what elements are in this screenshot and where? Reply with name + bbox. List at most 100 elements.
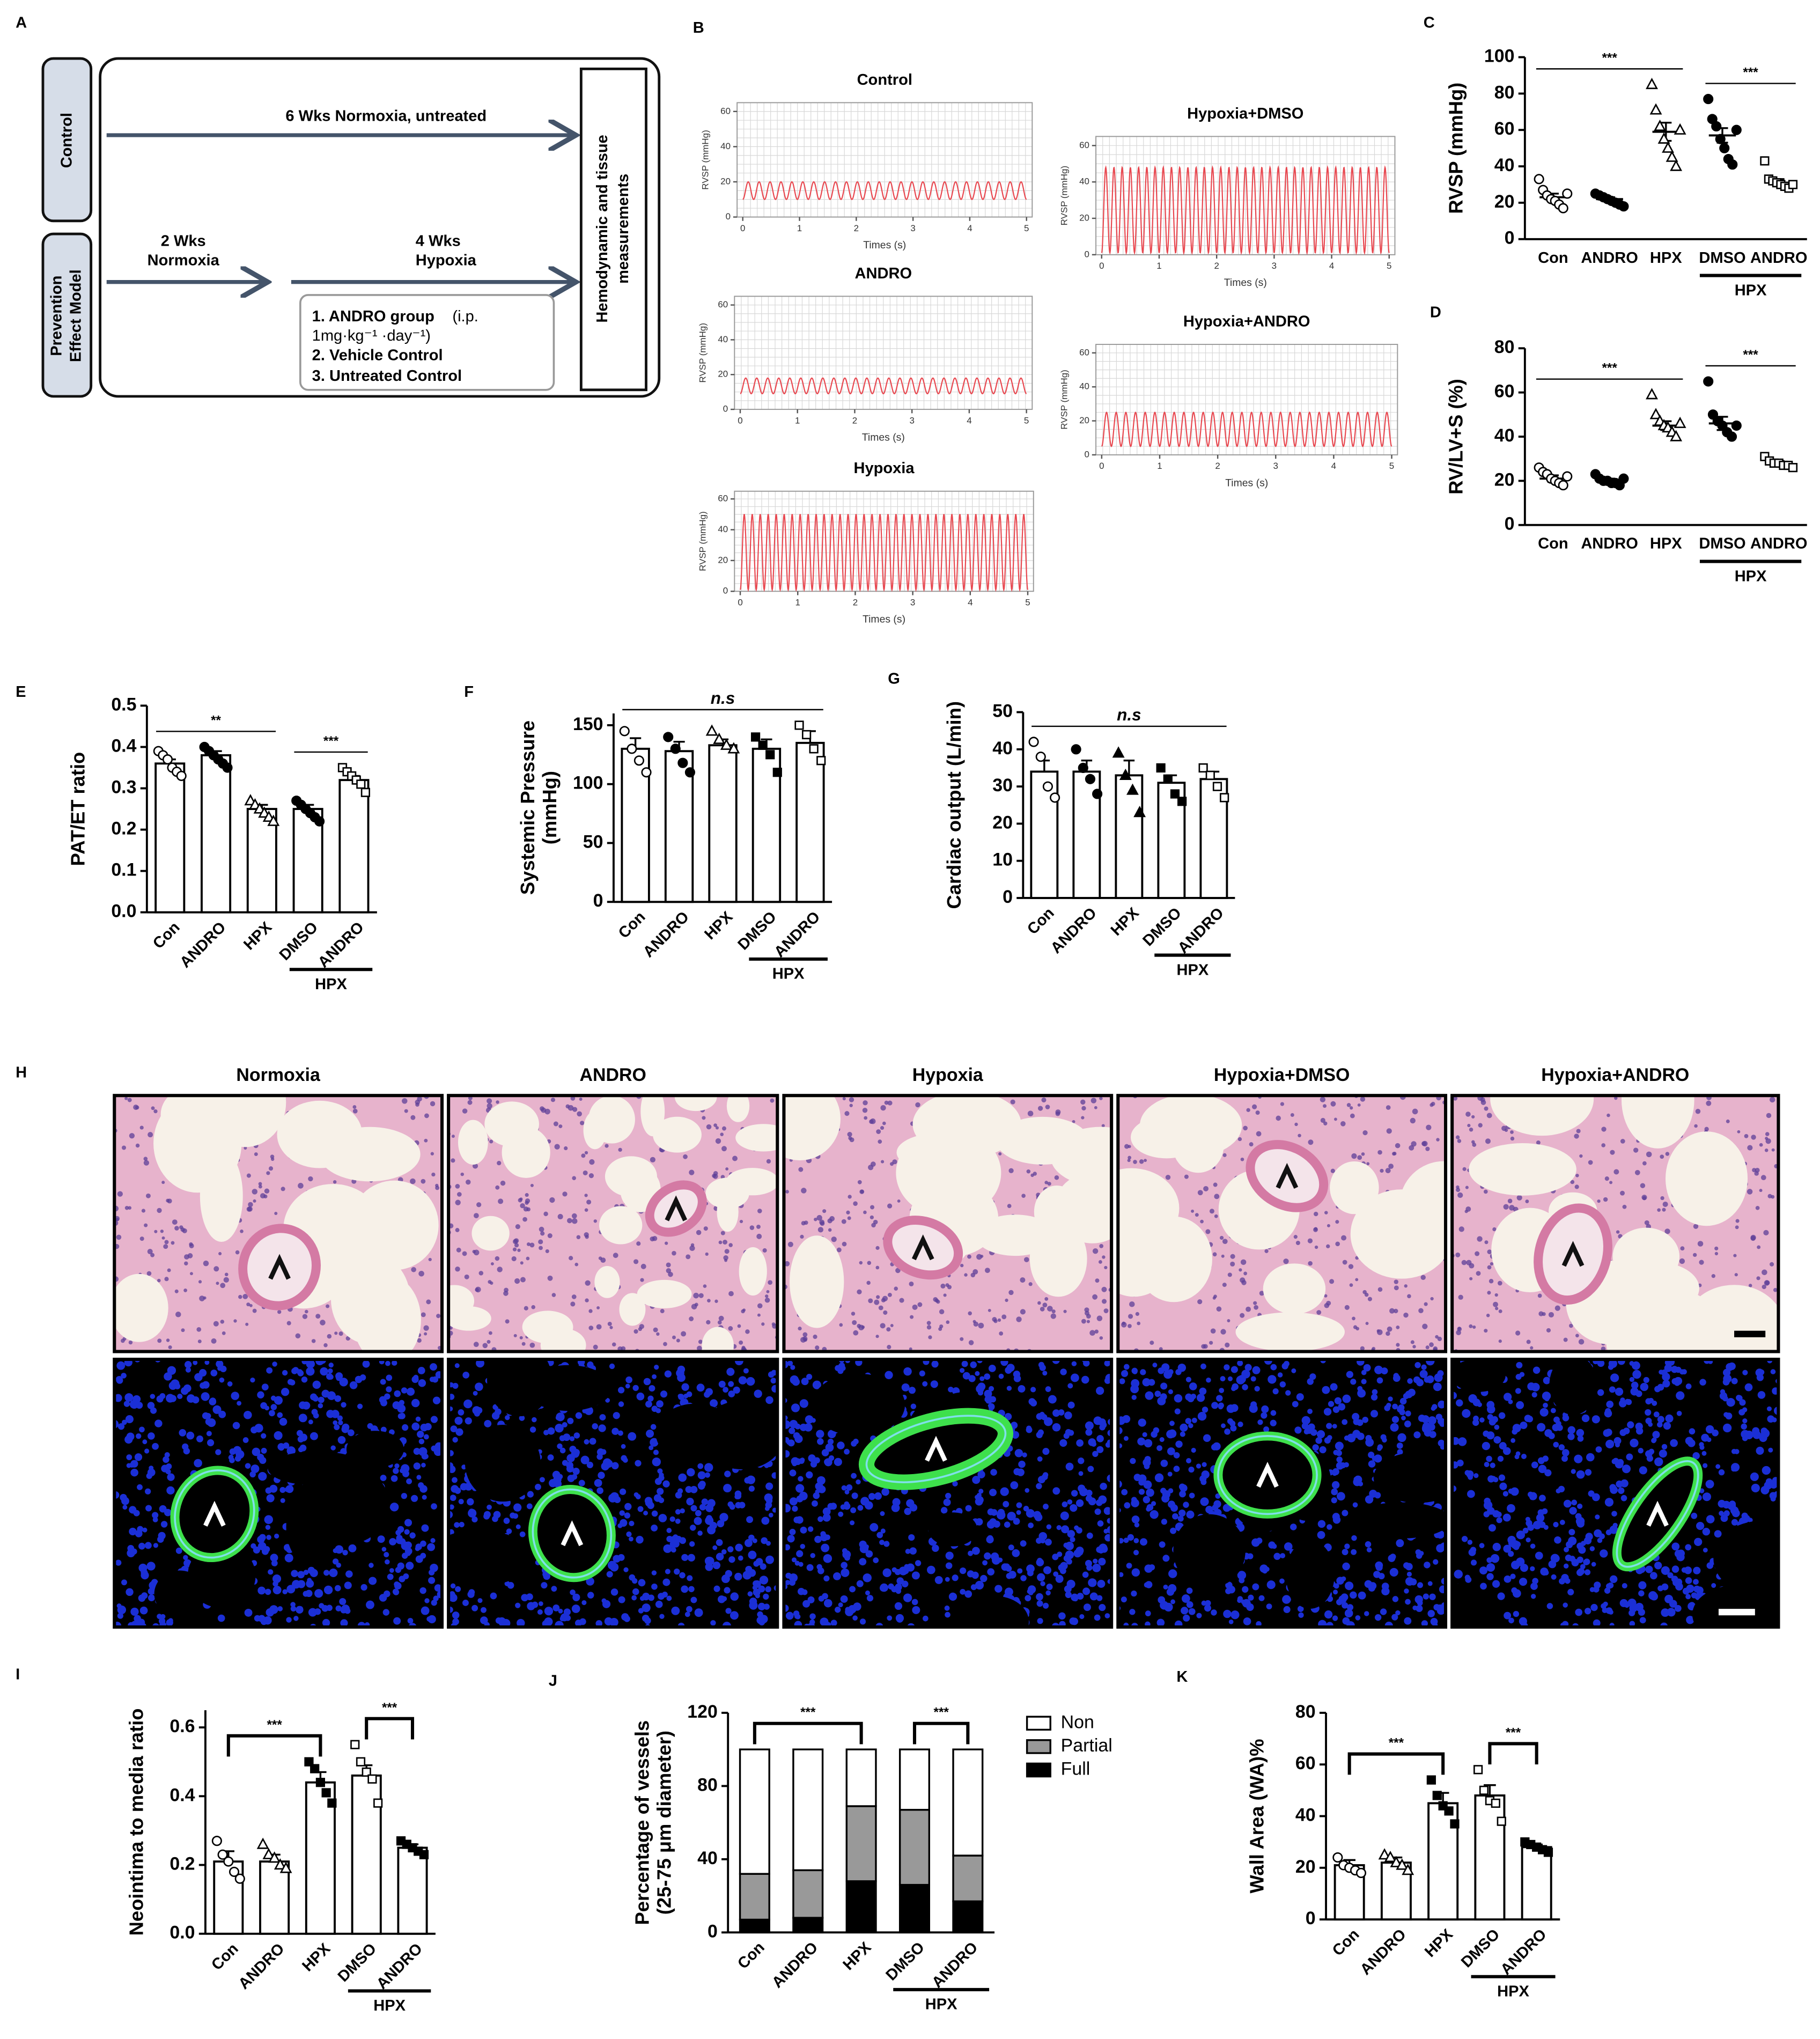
dapi-nucleus — [791, 1457, 799, 1466]
data-point — [1112, 746, 1125, 758]
dapi-nucleus — [183, 1559, 191, 1567]
nucleus — [1425, 1345, 1430, 1350]
dapi-nucleus — [1071, 1593, 1079, 1601]
x-tick-label: 2 — [853, 598, 858, 608]
nucleus — [757, 1209, 762, 1213]
nucleus — [681, 1331, 687, 1337]
data-point — [1558, 203, 1568, 214]
nucleus — [939, 1309, 945, 1315]
y-axis-label: RVSP (mmHg) — [698, 323, 708, 382]
dapi-nucleus — [960, 1588, 966, 1595]
nucleus — [1042, 1302, 1048, 1308]
dapi-nucleus — [1336, 1577, 1344, 1585]
dapi-nucleus — [945, 1492, 952, 1499]
x-tick-label: ANDRO — [1581, 249, 1638, 267]
nucleus — [424, 1332, 428, 1336]
dapi-nucleus — [1169, 1420, 1175, 1426]
nucleus — [424, 1113, 429, 1118]
nucleus — [584, 1194, 588, 1197]
dapi-nucleus — [698, 1481, 706, 1488]
dapi-nucleus — [1429, 1593, 1436, 1600]
dapi-nucleus — [785, 1580, 791, 1585]
nucleus — [1320, 1117, 1325, 1123]
nucleus — [766, 1159, 771, 1164]
x-tick-label: ANDRO — [769, 1939, 821, 1991]
nucleus — [1349, 1283, 1353, 1287]
nucleus — [562, 1191, 568, 1197]
dapi-nucleus — [763, 1593, 769, 1600]
dapi-nucleus — [291, 1570, 298, 1577]
dapi-nucleus — [1237, 1596, 1243, 1602]
nucleus — [431, 1172, 436, 1177]
nucleus — [863, 1100, 868, 1106]
dapi-nucleus — [888, 1583, 894, 1590]
dapi-nucleus — [476, 1359, 484, 1368]
dapi-nucleus — [789, 1497, 798, 1506]
nucleus — [1249, 1142, 1254, 1147]
dapi-nucleus — [865, 1550, 873, 1558]
nucleus — [497, 1160, 502, 1166]
group-label: HPX — [373, 1997, 406, 2014]
dapi-nucleus — [684, 1611, 690, 1617]
x-axis-label: Times (s) — [862, 432, 905, 444]
vessel-edge — [532, 1488, 613, 1579]
nucleus — [189, 1272, 193, 1276]
dapi-nucleus — [563, 1433, 571, 1441]
nucleus — [1316, 1310, 1322, 1315]
bar-segment — [898, 1809, 931, 1886]
air-space — [1118, 1226, 1171, 1297]
dapi-nucleus — [605, 1398, 610, 1403]
nucleus — [421, 1179, 426, 1184]
air-space — [928, 1512, 977, 1547]
nucleus — [1314, 1211, 1318, 1217]
nucleus — [848, 1195, 852, 1199]
y-tick-label: 40 — [1295, 1805, 1316, 1825]
nucleus — [1324, 1302, 1330, 1308]
dapi-nucleus — [817, 1438, 824, 1445]
dapi-nucleus — [272, 1574, 282, 1584]
dapi-nucleus — [539, 1477, 545, 1483]
nucleus — [973, 1321, 978, 1327]
x-tick-label: Con — [1024, 904, 1058, 938]
nucleus — [514, 1278, 520, 1284]
dapi-nucleus — [790, 1375, 799, 1385]
data-point — [1788, 463, 1798, 473]
dapi-nucleus — [830, 1620, 837, 1626]
dapi-nucleus — [1374, 1614, 1382, 1621]
dapi-nucleus — [274, 1533, 279, 1539]
nucleus — [168, 1345, 172, 1350]
dapi-nucleus — [256, 1425, 261, 1431]
dapi-nucleus — [406, 1562, 414, 1570]
image-frame — [782, 1357, 1114, 1629]
nucleus — [822, 1209, 827, 1213]
x-tick-label: Con — [1329, 1926, 1363, 1960]
dapi-nucleus — [258, 1472, 267, 1481]
nucleus — [1418, 1308, 1424, 1313]
dapi-nucleus — [1163, 1370, 1173, 1379]
dapi-nucleus — [264, 1515, 273, 1524]
he-stain-image — [448, 1095, 778, 1352]
y-tick-label: 100 — [573, 773, 603, 793]
dapi-nucleus — [1131, 1367, 1138, 1374]
arrow-label: Normoxia — [148, 252, 220, 269]
dapi-nucleus — [250, 1464, 260, 1473]
dapi-nucleus — [988, 1386, 994, 1392]
dapi-nucleus — [629, 1520, 635, 1527]
dapi-nucleus — [1170, 1527, 1177, 1534]
dapi-nucleus — [895, 1588, 902, 1594]
dapi-nucleus — [1039, 1364, 1046, 1371]
y-tick-label: 20 — [992, 812, 1013, 833]
nucleus — [1020, 1277, 1026, 1283]
data-point — [279, 1861, 292, 1873]
dapi-nucleus — [908, 1534, 915, 1541]
dapi-nucleus — [945, 1611, 950, 1618]
dapi-nucleus — [377, 1535, 385, 1543]
dapi-nucleus — [153, 1543, 159, 1548]
nucleus — [1101, 1286, 1107, 1292]
nucleus — [640, 1263, 646, 1269]
nucleus — [853, 1330, 859, 1336]
dapi-nucleus — [856, 1580, 864, 1587]
y-tick-label: 40 — [1079, 381, 1089, 392]
dapi-nucleus — [824, 1599, 830, 1605]
dapi-nucleus — [793, 1517, 800, 1523]
